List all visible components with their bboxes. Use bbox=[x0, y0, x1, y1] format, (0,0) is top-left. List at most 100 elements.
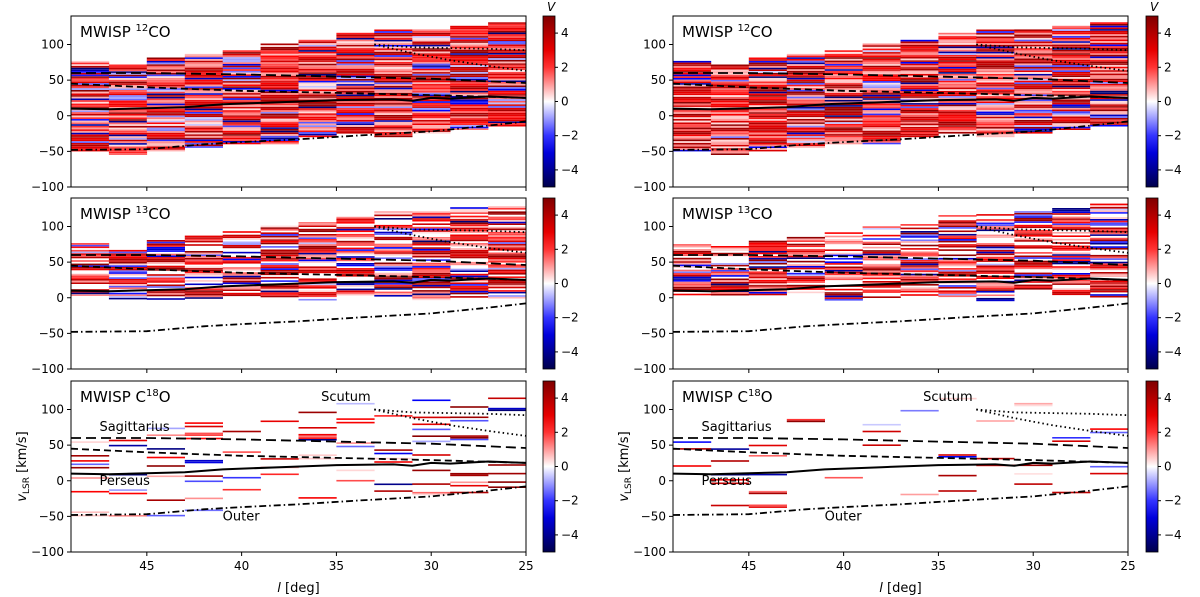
heatmap-cell bbox=[412, 231, 451, 234]
heatmap-cell bbox=[298, 48, 337, 50]
panel-title-isotope: 12 bbox=[136, 23, 149, 34]
heatmap-cell bbox=[786, 98, 825, 100]
heatmap-cell bbox=[71, 139, 110, 142]
heatmap-cell bbox=[146, 91, 185, 94]
heatmap-cell bbox=[336, 44, 375, 47]
heatmap-cell bbox=[824, 76, 863, 78]
heatmap-cell bbox=[412, 281, 451, 284]
heatmap-cell bbox=[1090, 472, 1128, 475]
heatmap-cell bbox=[336, 63, 375, 66]
heatmap-cell bbox=[488, 118, 526, 120]
x-tick-label: 35 bbox=[329, 559, 344, 573]
heatmap-cell bbox=[260, 60, 299, 63]
heatmap-cell bbox=[976, 60, 1015, 62]
heatmap-cell bbox=[1052, 235, 1091, 237]
heatmap-cell bbox=[374, 257, 413, 259]
heatmap-cell bbox=[488, 89, 526, 91]
heatmap-cell bbox=[146, 456, 185, 459]
heatmap-cell bbox=[108, 492, 148, 495]
heatmap-cell bbox=[900, 263, 939, 266]
heatmap-cell bbox=[146, 132, 185, 135]
heatmap-cell bbox=[938, 58, 977, 61]
heatmap-cell bbox=[900, 58, 939, 61]
heatmap-cell bbox=[71, 265, 110, 267]
heatmap-cell bbox=[900, 51, 939, 54]
heatmap-cell bbox=[862, 243, 901, 245]
heatmap-cell bbox=[786, 74, 825, 76]
x-tick-label: 40 bbox=[234, 559, 249, 573]
arm-line-perseus bbox=[673, 277, 1128, 293]
heatmap-cell bbox=[450, 56, 489, 59]
heatmap-cell bbox=[673, 273, 712, 275]
heatmap-cell bbox=[222, 113, 261, 116]
heatmap-cell bbox=[260, 64, 299, 66]
heatmap-cell bbox=[673, 95, 712, 97]
heatmap-cell bbox=[748, 143, 787, 145]
heatmap-cell bbox=[938, 259, 977, 262]
heatmap-cell bbox=[710, 283, 750, 286]
heatmap-cell bbox=[976, 243, 1015, 245]
heatmap-cell bbox=[748, 136, 787, 138]
heatmap-cell bbox=[786, 284, 825, 287]
heatmap-cell bbox=[450, 296, 489, 298]
heatmap-cell bbox=[336, 108, 375, 110]
heatmap-cell bbox=[1014, 49, 1053, 52]
heatmap-cell bbox=[748, 276, 787, 279]
heatmap-cell bbox=[108, 105, 148, 108]
colorbar-tick-label: 4 bbox=[1164, 26, 1172, 40]
heatmap-cell bbox=[374, 96, 413, 98]
heatmap-cell bbox=[184, 100, 223, 102]
heatmap-cell bbox=[184, 130, 223, 133]
heatmap-cell bbox=[786, 418, 825, 421]
heatmap-cell bbox=[336, 273, 375, 275]
heatmap-cell bbox=[336, 51, 375, 54]
heatmap-cell bbox=[748, 132, 787, 135]
heatmap-cell bbox=[374, 218, 413, 220]
heatmap-cell bbox=[900, 123, 939, 126]
panel-title: MWISP 13CO bbox=[682, 205, 773, 223]
heatmap-cell bbox=[1090, 254, 1128, 257]
heatmap-cell bbox=[673, 76, 712, 78]
heatmap-cell bbox=[336, 268, 375, 270]
heatmap-cell bbox=[450, 121, 489, 124]
heatmap-cell bbox=[824, 113, 863, 116]
heatmap-cell bbox=[488, 47, 526, 50]
heatmap-cell bbox=[710, 122, 750, 125]
heatmap-cell bbox=[374, 101, 413, 103]
arm-label-perseus: Perseus bbox=[701, 474, 752, 489]
heatmap-cell bbox=[710, 95, 750, 97]
heatmap-cell bbox=[336, 225, 375, 227]
heatmap-cell bbox=[786, 243, 825, 246]
heatmap-cell bbox=[673, 81, 712, 83]
heatmap-cell bbox=[710, 74, 750, 77]
heatmap-cell bbox=[298, 118, 337, 121]
arm-label-sagittarius: Sagittarius bbox=[701, 420, 771, 435]
y-tick-label: 0 bbox=[658, 291, 666, 305]
heatmap-cell bbox=[336, 104, 375, 107]
panel-title-isotope: 18 bbox=[748, 388, 761, 399]
heatmap-cell bbox=[336, 128, 375, 131]
heatmap-cell bbox=[374, 211, 413, 213]
heatmap-cell bbox=[412, 428, 451, 431]
heatmap-cell bbox=[786, 86, 825, 88]
heatmap-cell bbox=[71, 441, 110, 443]
heatmap-cell bbox=[450, 58, 489, 60]
heatmap-cell bbox=[450, 268, 489, 271]
heatmap-cell bbox=[938, 264, 977, 267]
heatmap-cell bbox=[938, 290, 977, 292]
heatmap-cell bbox=[260, 81, 299, 83]
heatmap-cell bbox=[336, 68, 375, 71]
heatmap-cell bbox=[146, 286, 185, 288]
heatmap-cell bbox=[146, 96, 185, 99]
heatmap-cell bbox=[222, 98, 261, 100]
heatmap-cell bbox=[710, 98, 750, 101]
heatmap-cell bbox=[1014, 402, 1053, 405]
heatmap-cell bbox=[488, 273, 526, 275]
heatmap-cell bbox=[260, 108, 299, 111]
heatmap-cell bbox=[374, 55, 413, 57]
heatmap-cell bbox=[298, 293, 337, 296]
heatmap-cell bbox=[748, 103, 787, 106]
heatmap-cell bbox=[488, 242, 526, 244]
heatmap-cell bbox=[786, 125, 825, 128]
